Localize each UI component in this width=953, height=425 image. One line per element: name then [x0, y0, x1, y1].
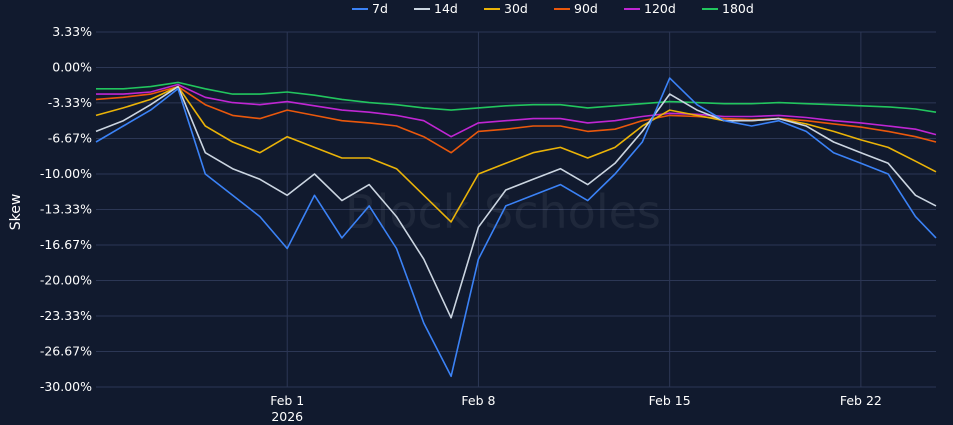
x-tick-sublabel: 2026: [271, 409, 303, 424]
series-lines: [95, 77, 937, 378]
legend-label-30d: 30d: [504, 1, 528, 16]
legend-label-90d: 90d: [574, 1, 598, 16]
y-axis-ticks: 3.33% 0.00% -3.33% -6.67% -10.00% -13.33% -16.…: [40, 24, 92, 394]
series-line-180d: [96, 81, 937, 113]
y-tick-label: -30.00%: [40, 379, 92, 394]
y-tick-label: -10.00%: [40, 166, 92, 181]
legend-label-120d: 120d: [644, 1, 676, 16]
legend-label-180d: 180d: [722, 1, 754, 16]
series-line-120d: [96, 83, 937, 138]
x-tick-label: Feb 8: [461, 393, 495, 408]
legend-label-14d: 14d: [434, 1, 458, 16]
y-tick-label: -20.00%: [40, 272, 92, 287]
y-tick-label: 0.00%: [52, 59, 92, 74]
series-line-30d: [95, 85, 937, 223]
y-tick-label: -6.67%: [48, 131, 92, 146]
y-tick-label: -13.33%: [40, 201, 92, 216]
y-tick-label: 3.33%: [52, 24, 92, 39]
series-line-14d: [95, 85, 937, 319]
x-tick-label: Feb 1: [270, 393, 304, 408]
series-line-7d: [95, 77, 937, 378]
x-tick-label: Feb 15: [649, 393, 691, 408]
legend-label-7d: 7d: [372, 1, 388, 16]
y-axis-title: Skew: [8, 194, 24, 231]
y-tick-label: -26.67%: [40, 344, 92, 359]
y-tick-label: -3.33%: [48, 95, 92, 110]
y-tick-label: -23.33%: [40, 308, 92, 323]
y-tick-label: -16.67%: [40, 237, 92, 252]
legend: 7d 14d 30d 90d 120d 180d: [352, 1, 754, 16]
series-line-90d: [95, 85, 937, 154]
x-tick-label: Feb 22: [840, 393, 882, 408]
